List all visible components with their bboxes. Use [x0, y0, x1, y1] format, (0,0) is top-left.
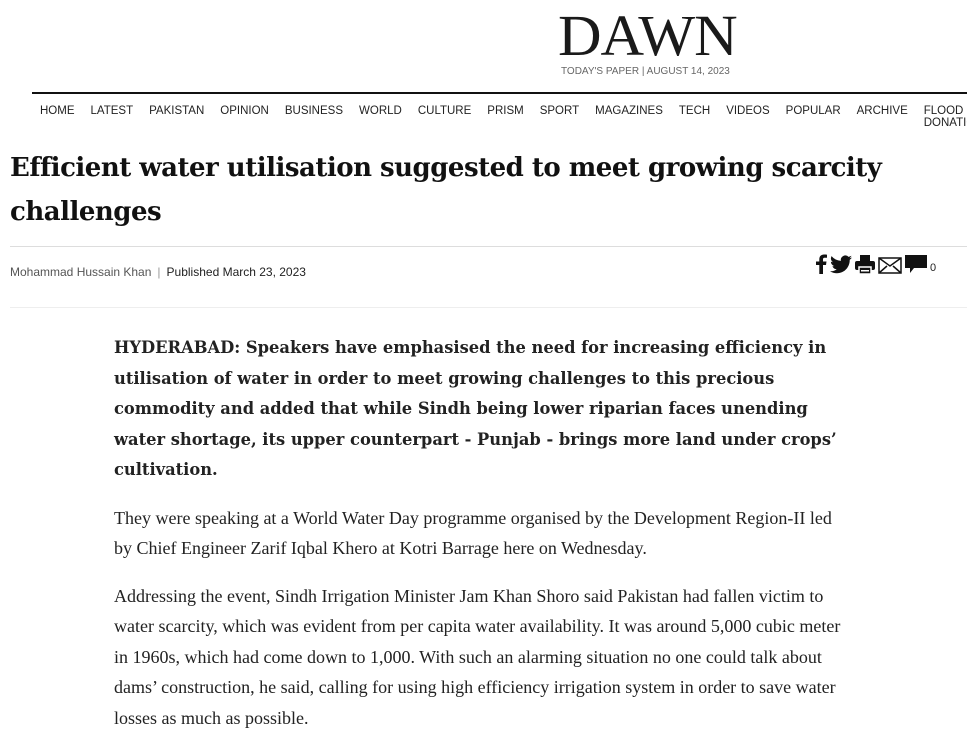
- article-body: HYDERABAD: Speakers have emphasised the …: [114, 333, 849, 750]
- nav-magazines[interactable]: MAGAZINES: [595, 105, 663, 117]
- print-icon[interactable]: [855, 255, 875, 274]
- main-nav: HOME LATEST PAKISTAN OPINION BUSINESS WO…: [40, 105, 967, 129]
- todays-paper-link[interactable]: TODAY'S PAPER | AUGUST 14, 2023: [561, 66, 730, 77]
- nav-tech[interactable]: TECH: [678, 105, 711, 117]
- divider: [10, 246, 967, 247]
- nav-business[interactable]: BUSINESS: [284, 105, 344, 117]
- nav-archive[interactable]: ARCHIVE: [856, 105, 908, 117]
- facebook-icon[interactable]: [815, 254, 827, 274]
- share-bar: 0: [815, 254, 936, 274]
- email-icon[interactable]: [878, 257, 902, 274]
- nav-prism[interactable]: PRISM: [487, 105, 524, 117]
- byline: Mohammad Hussain Khan | Published March 23…: [10, 265, 306, 279]
- nav-pakistan[interactable]: PAKISTAN: [149, 105, 205, 117]
- lead-paragraph: HYDERABAD: Speakers have emphasised the …: [114, 338, 837, 479]
- nav-sport[interactable]: SPORT: [539, 105, 580, 117]
- nav-popular[interactable]: POPULAR: [785, 105, 841, 117]
- published-date: Published March 23, 2023: [166, 265, 306, 279]
- paragraph: They were speaking at a World Water Day …: [114, 507, 832, 559]
- nav-flood-donations[interactable]: FLOOD DONATIONS: [923, 105, 967, 129]
- header-divider: [32, 92, 967, 94]
- byline-separator: |: [157, 265, 161, 279]
- nav-culture[interactable]: CULTURE: [417, 105, 472, 117]
- dawn-logo[interactable]: DAWN: [558, 3, 738, 68]
- paragraph: Addressing the event, Sindh Irrigation M…: [114, 585, 841, 728]
- nav-videos[interactable]: VIDEOS: [726, 105, 770, 117]
- comment-icon[interactable]: [905, 255, 927, 274]
- nav-world[interactable]: WORLD: [359, 105, 402, 117]
- nav-home[interactable]: HOME: [40, 105, 75, 117]
- article-title: Efficient water utilisation suggested to…: [10, 153, 882, 227]
- nav-opinion[interactable]: OPINION: [220, 105, 269, 117]
- comment-count[interactable]: 0: [930, 262, 937, 274]
- twitter-icon[interactable]: [830, 255, 852, 274]
- nav-latest[interactable]: LATEST: [90, 105, 134, 117]
- divider: [10, 307, 967, 308]
- author-link[interactable]: Mohammad Hussain Khan: [10, 265, 152, 279]
